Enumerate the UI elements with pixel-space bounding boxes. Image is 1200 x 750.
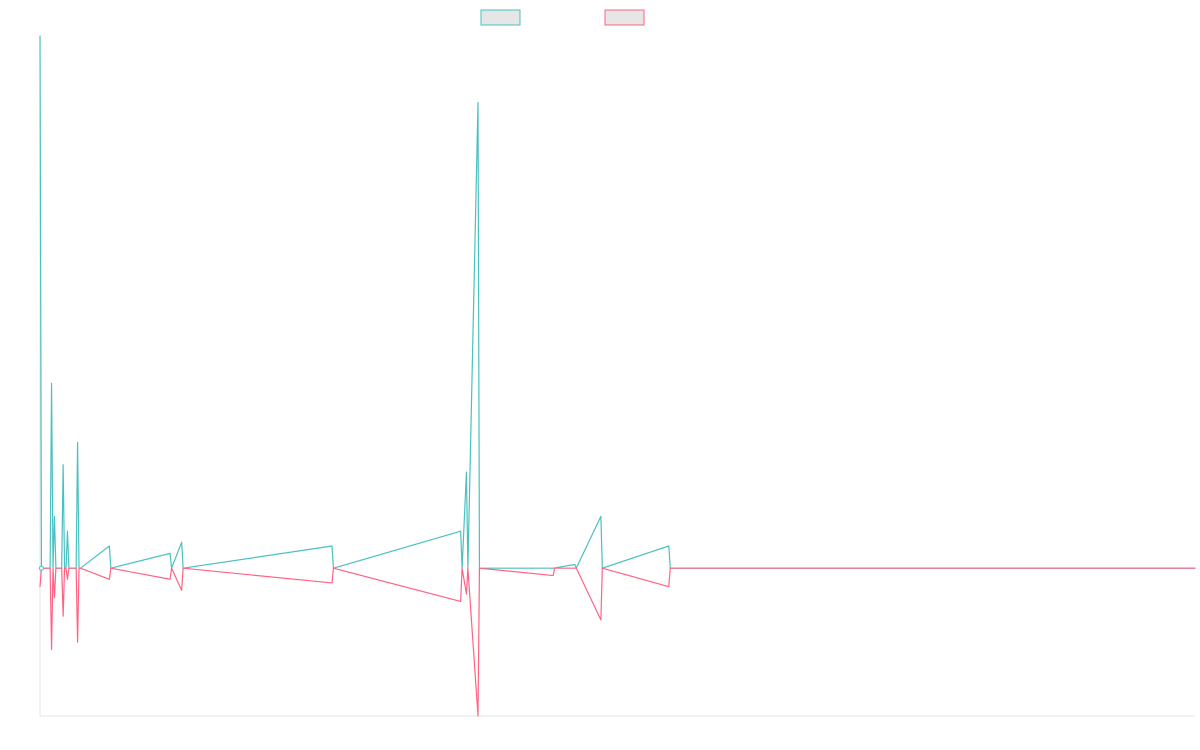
series-line-2 <box>39 567 1196 717</box>
axes <box>39 36 1195 717</box>
series-line-1 <box>39 35 1196 569</box>
series-start-marker <box>38 565 44 571</box>
legend-swatch-2 <box>604 9 645 26</box>
series-layer <box>38 35 1196 717</box>
legend-swatch-1 <box>480 9 521 26</box>
legend <box>480 9 645 26</box>
